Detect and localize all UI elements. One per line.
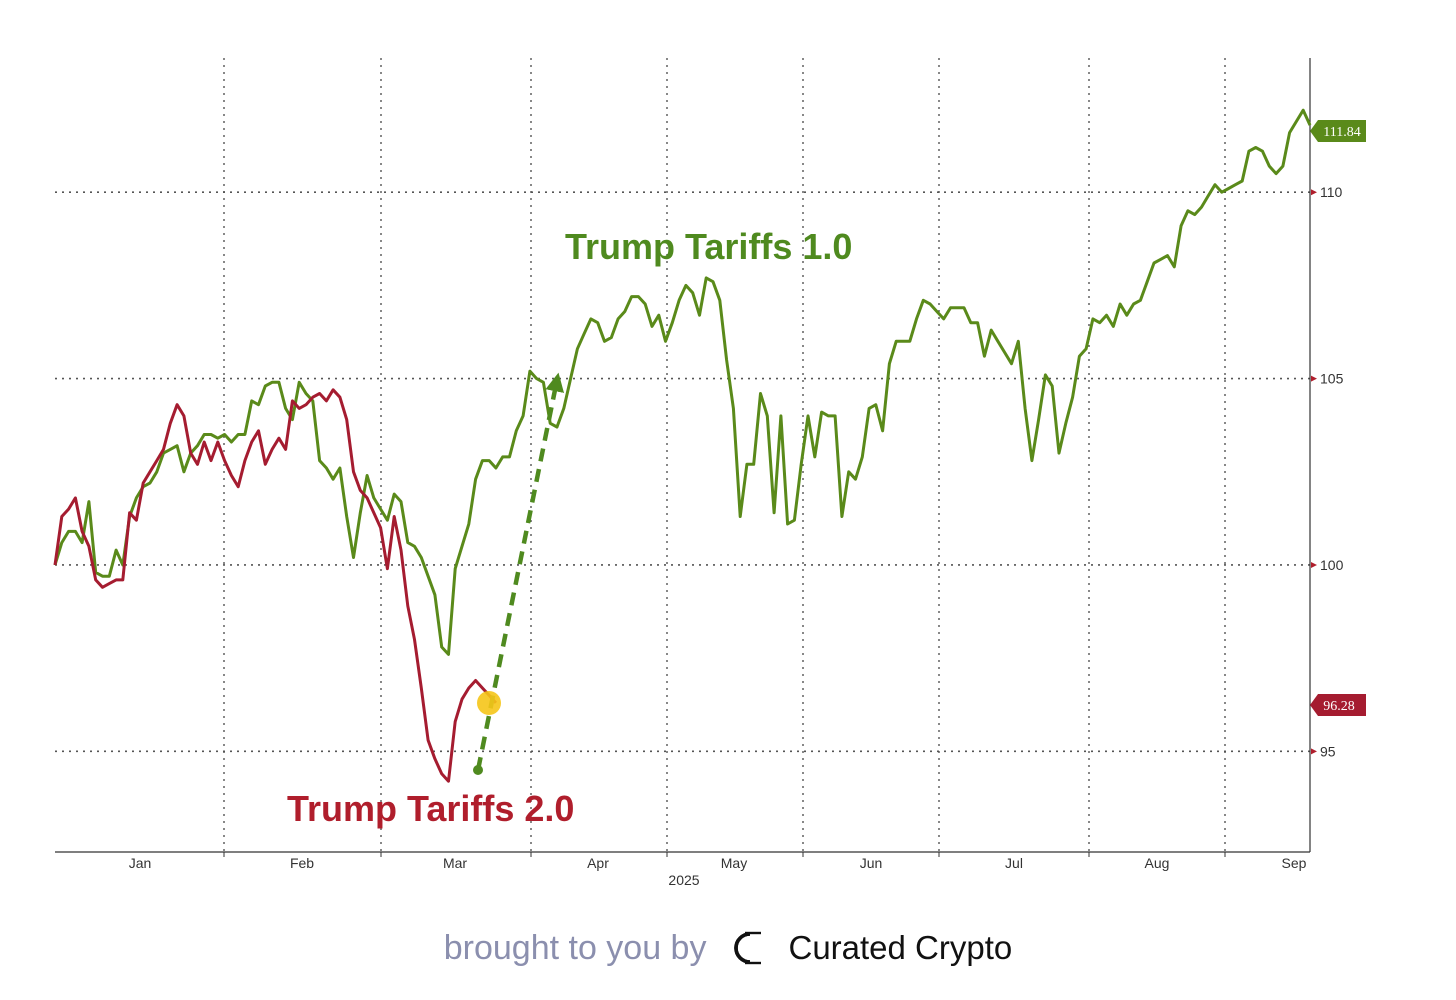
curated-crypto-logo-icon	[728, 927, 778, 969]
series-line-1	[53, 108, 1312, 656]
axes	[55, 58, 1311, 853]
y-tick-label: 110	[1320, 184, 1343, 200]
axis-labels: 2025 95 100 105 110 Jan Feb Mar Apr May Jun Jul Aug…	[129, 184, 1344, 888]
x-tick-label: Jul	[1005, 855, 1023, 871]
last-value-badge-green: 111.84	[1310, 120, 1366, 142]
x-tick-label: Jun	[860, 855, 883, 871]
x-tick-label: Feb	[290, 855, 314, 871]
x-tick-label: Sep	[1282, 855, 1307, 871]
x-axis-title: 2025	[668, 872, 699, 888]
value-badges: 111.84 96.28	[1310, 120, 1366, 716]
x-tick-label: Jan	[129, 855, 152, 871]
chart: Trump Tariffs 1.0 Trump Tariffs 2.0 2025…	[53, 58, 1366, 888]
series-lines	[53, 108, 1312, 783]
y-tick-mark	[1311, 561, 1317, 568]
brand-name: Curated Crypto	[788, 929, 1013, 966]
x-tick-label: Apr	[587, 855, 609, 871]
last-value-red: 96.28	[1323, 699, 1355, 714]
last-value-green: 111.84	[1323, 125, 1360, 140]
annotation-tariffs-2: Trump Tariffs 2.0	[287, 788, 574, 829]
y-tick-mark	[1311, 375, 1317, 382]
grid	[55, 58, 1310, 852]
current-point-marker	[477, 691, 501, 715]
y-tick-mark	[1311, 189, 1317, 196]
arrow-start-dot	[473, 765, 483, 775]
y-tick-label: 105	[1320, 371, 1344, 387]
brought-to-you-by-text: brought to you by	[443, 928, 707, 967]
x-tick-label: Mar	[443, 855, 467, 871]
annotations: Trump Tariffs 1.0 Trump Tariffs 2.0	[287, 226, 852, 829]
y-tick-label: 100	[1320, 557, 1344, 573]
series-line-2	[53, 388, 498, 783]
x-tick-label: Aug	[1145, 855, 1170, 871]
y-tick-mark	[1311, 748, 1317, 755]
annotation-tariffs-1: Trump Tariffs 1.0	[565, 226, 852, 267]
last-value-badge-red: 96.28	[1310, 694, 1366, 716]
x-tick-label: May	[721, 855, 747, 871]
y-tick-label: 95	[1320, 743, 1336, 759]
footer: brought to you by Curated Crypto	[0, 918, 1456, 978]
